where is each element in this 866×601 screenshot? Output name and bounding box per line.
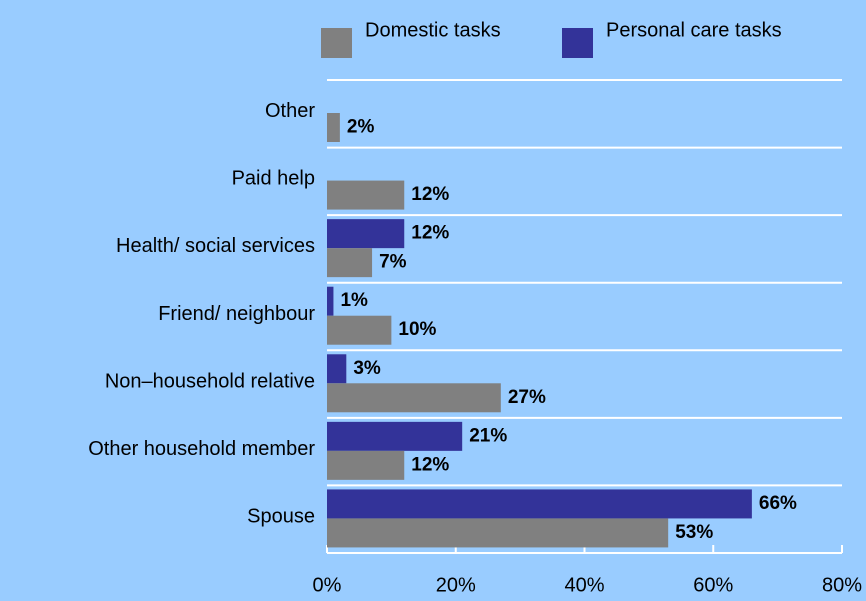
bar <box>327 421 463 451</box>
value-label: 53% <box>675 522 713 543</box>
bar <box>327 383 501 413</box>
value-label: 1% <box>340 290 368 311</box>
category-label: Non–household relative <box>105 370 315 392</box>
value-label: 21% <box>469 425 507 446</box>
value-label: 3% <box>353 358 381 379</box>
bar <box>327 518 669 548</box>
category-label: Other household member <box>88 438 315 460</box>
value-label: 10% <box>398 319 436 340</box>
category-label: Friend/ neighbour <box>158 303 315 325</box>
bar <box>327 113 340 142</box>
bar <box>327 219 405 249</box>
value-label: 12% <box>411 184 449 205</box>
legend-swatch <box>321 28 352 58</box>
bar <box>327 489 752 519</box>
value-label: 12% <box>411 454 449 475</box>
x-tick-label: 60% <box>693 574 733 596</box>
value-label: 2% <box>347 117 375 138</box>
bar <box>327 354 347 384</box>
value-label: 7% <box>379 252 407 273</box>
value-label: 66% <box>759 493 797 514</box>
bar <box>327 248 373 278</box>
x-tick-label: 40% <box>564 574 604 596</box>
bar <box>327 450 405 480</box>
bar <box>327 286 334 316</box>
value-label: 27% <box>508 387 546 408</box>
value-label: 12% <box>411 223 449 244</box>
x-tick-label: 20% <box>436 574 476 596</box>
bar <box>327 180 405 210</box>
x-tick-label: 80% <box>822 574 862 596</box>
x-tick-label: 0% <box>313 574 342 596</box>
bar <box>327 315 392 345</box>
category-label: Paid help <box>232 168 315 190</box>
legend-swatch <box>562 28 593 58</box>
category-label: Spouse <box>247 505 315 527</box>
category-label: Health/ social services <box>116 235 315 257</box>
category-label: Other <box>265 100 315 122</box>
legend-label: Personal care tasks <box>606 19 782 41</box>
legend-label: Domestic tasks <box>365 19 501 41</box>
